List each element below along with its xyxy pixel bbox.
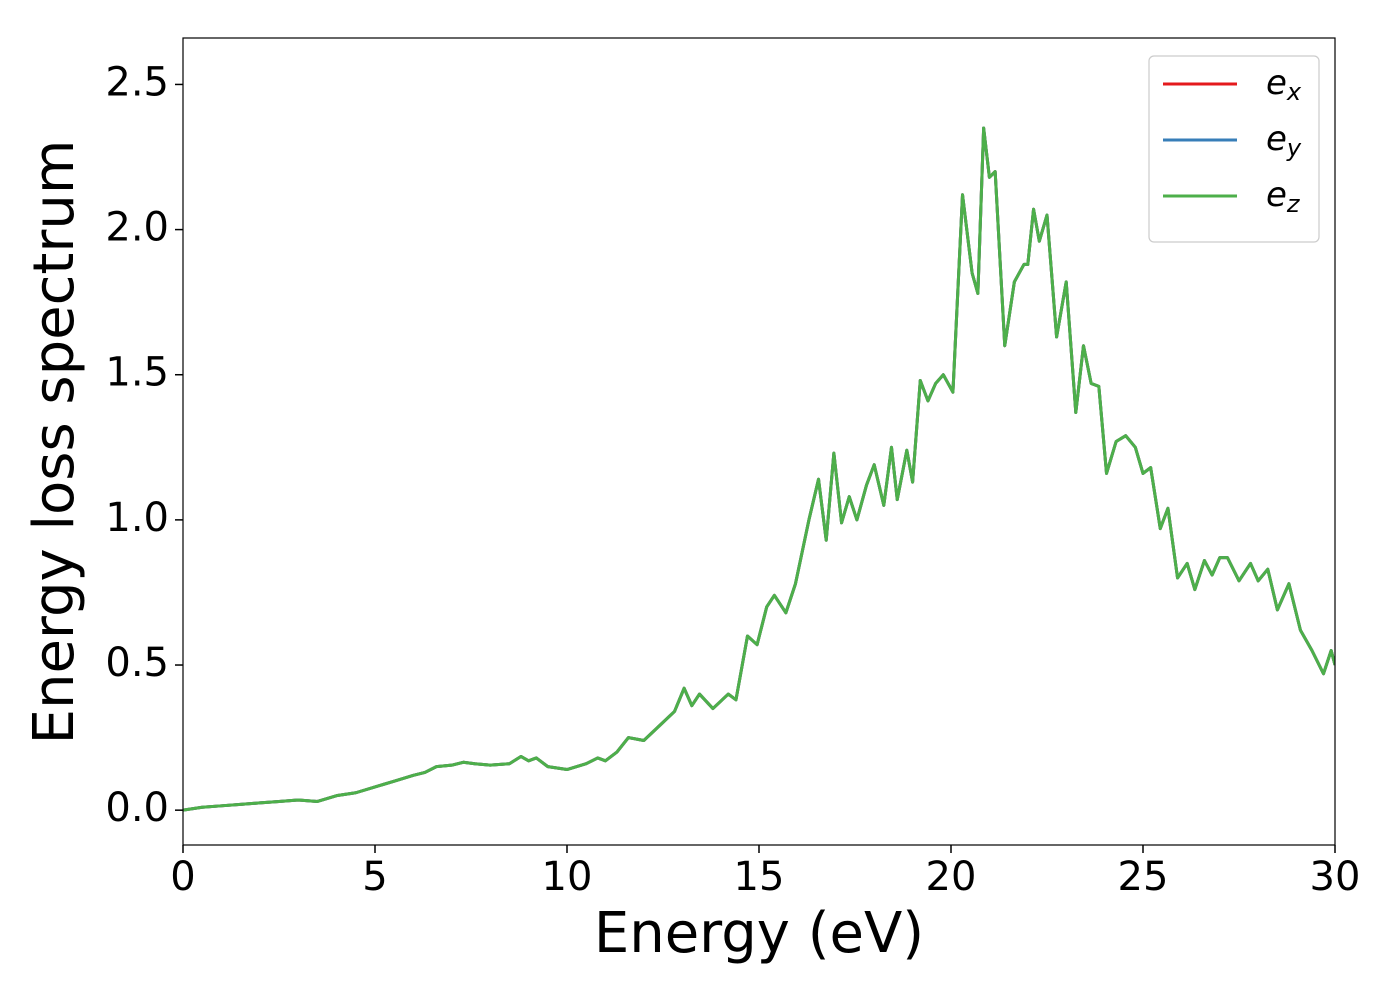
y-tick-label: 0.0 bbox=[105, 785, 169, 831]
x-tick-label: 10 bbox=[542, 854, 593, 900]
x-tick-label: 20 bbox=[926, 854, 977, 900]
x-tick-label: 25 bbox=[1118, 854, 1169, 900]
x-tick-label: 0 bbox=[170, 854, 195, 900]
y-tick-label: 2.5 bbox=[105, 59, 169, 105]
x-tick-label: 30 bbox=[1310, 854, 1361, 900]
y-tick-label: 0.5 bbox=[105, 640, 169, 686]
legend-label: ey bbox=[1266, 119, 1302, 163]
y-tick-label: 2.0 bbox=[105, 205, 169, 251]
y-axis-label: Energy loss spectrum bbox=[22, 140, 87, 745]
legend-label: ex bbox=[1266, 63, 1302, 107]
x-tick-label: 5 bbox=[362, 854, 387, 900]
y-tick-label: 1.5 bbox=[105, 350, 169, 396]
x-axis-label: Energy (eV) bbox=[594, 901, 924, 966]
legend-label: ez bbox=[1266, 175, 1301, 219]
y-tick-label: 1.0 bbox=[105, 495, 169, 541]
series-line bbox=[183, 126, 1335, 812]
x-tick-label: 15 bbox=[734, 854, 785, 900]
plot-frame bbox=[182, 37, 1336, 846]
